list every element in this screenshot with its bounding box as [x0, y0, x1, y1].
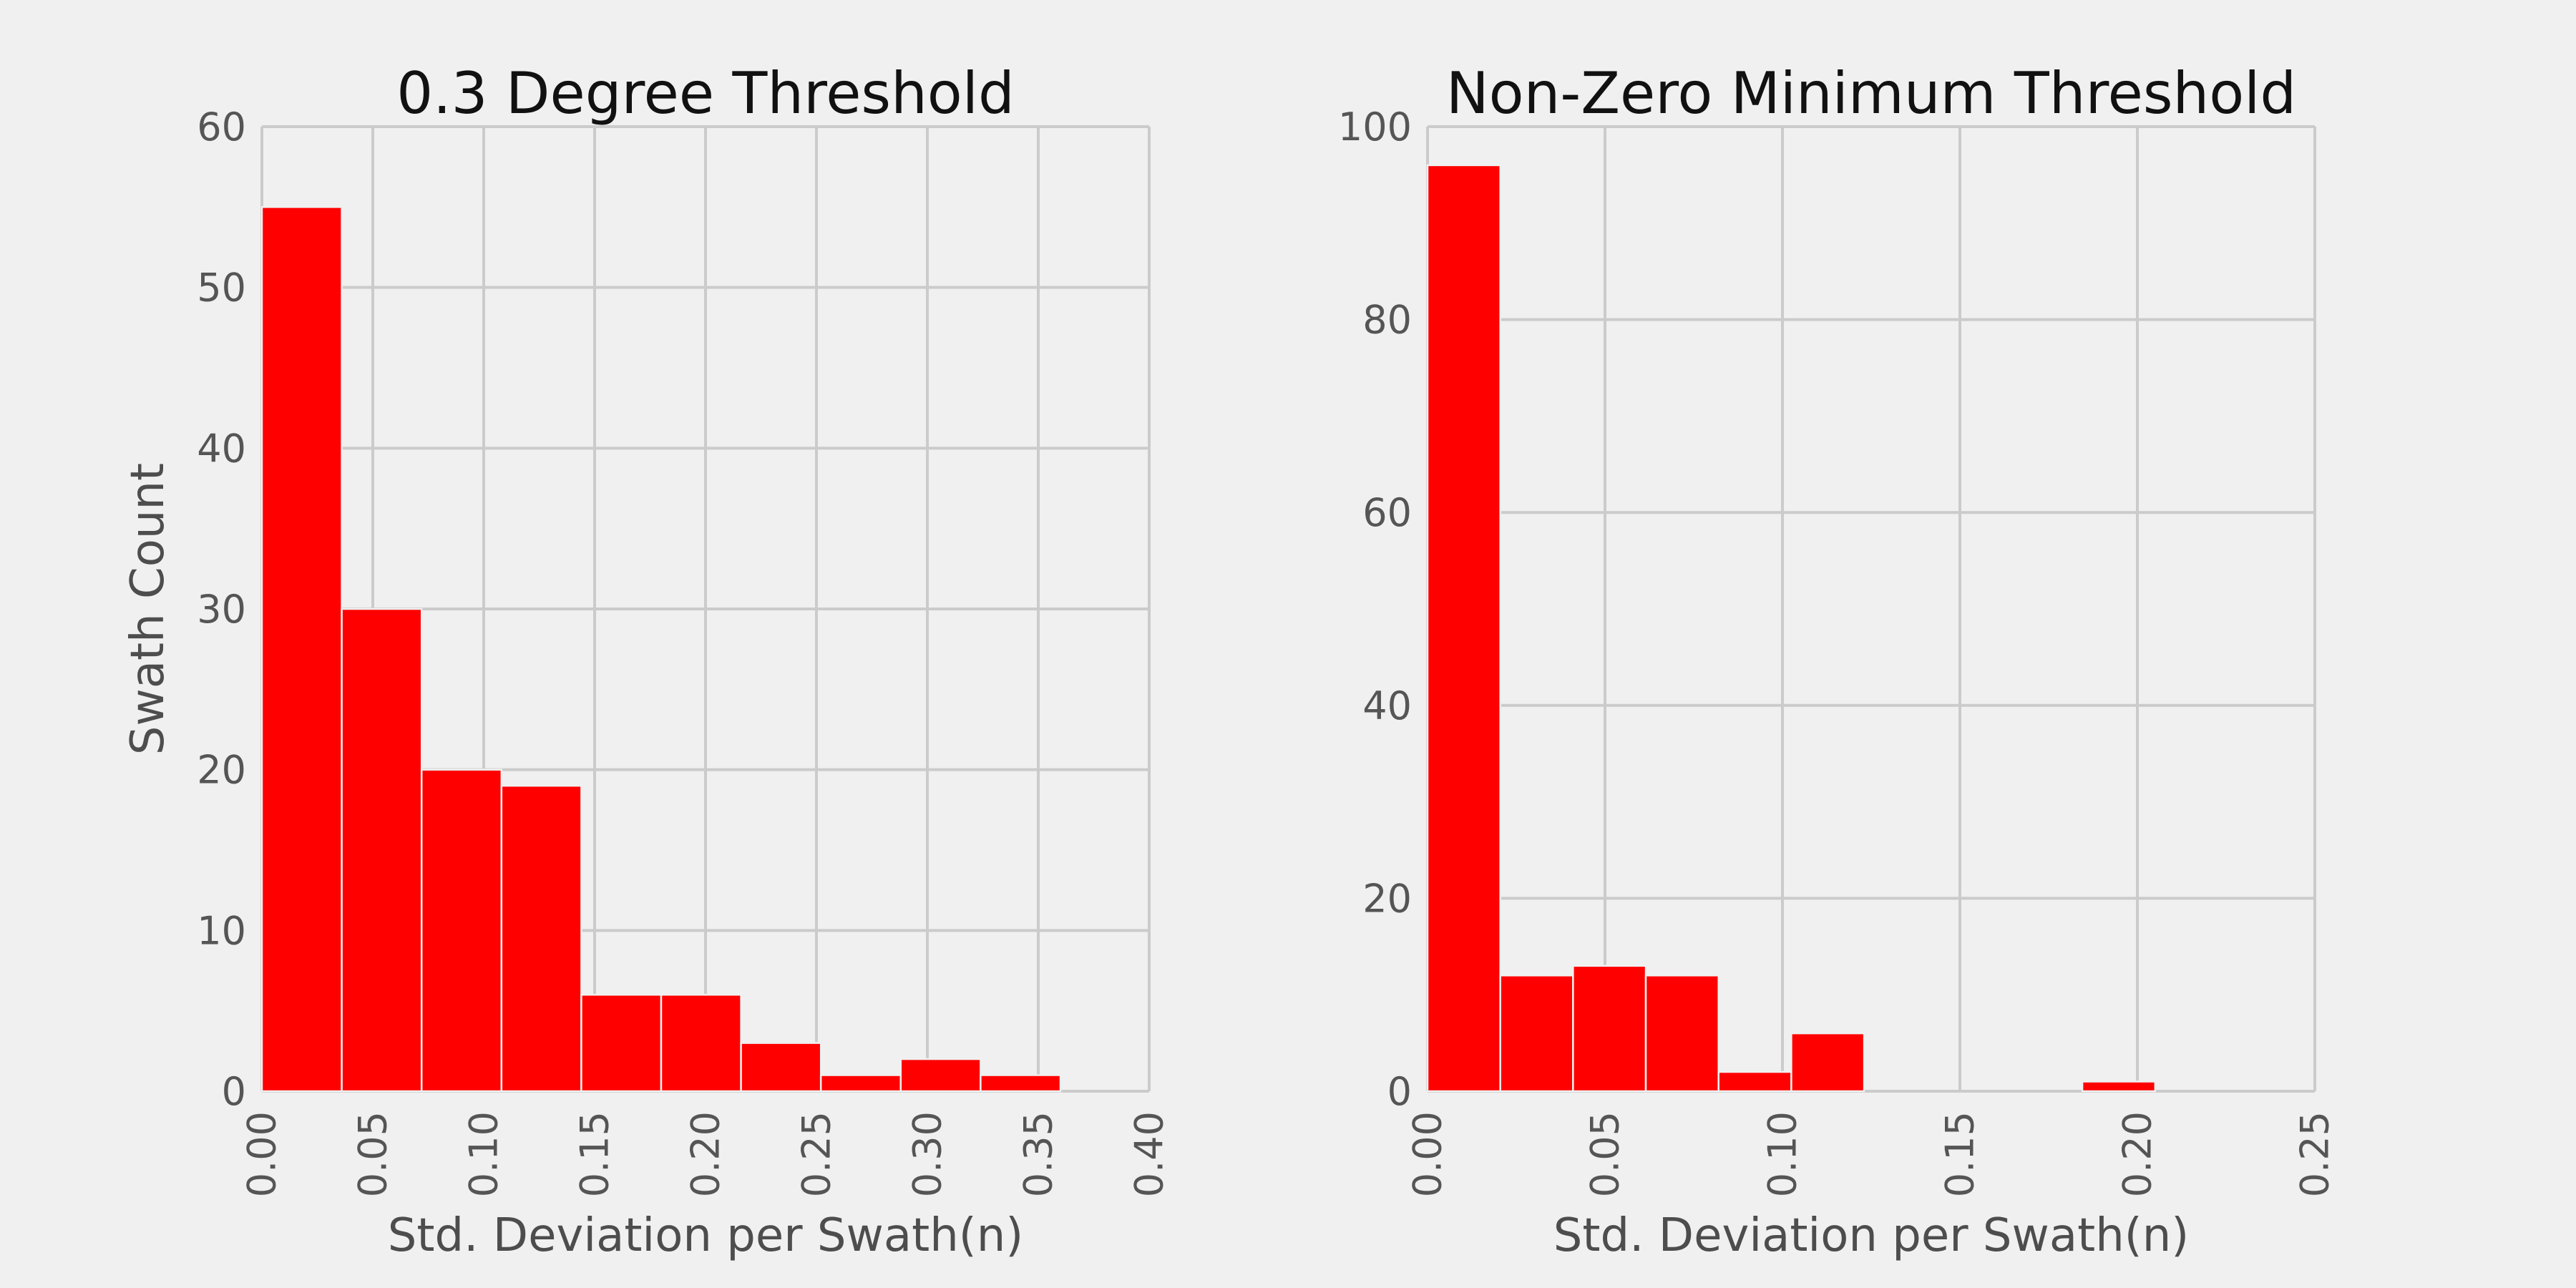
- left-ytick-label: 10: [197, 908, 246, 953]
- right-xtick-label: 0.05: [1583, 1111, 1628, 1197]
- right-histogram-bar: [2081, 1080, 2157, 1093]
- left-ytick-label: 0: [222, 1069, 246, 1114]
- right-histogram-bar: [1572, 965, 1647, 1093]
- right-xtick-label: 0.25: [2293, 1111, 2338, 1197]
- right-ytick-label: 0: [1387, 1069, 1412, 1114]
- right-xtick-label: 0.20: [2115, 1111, 2160, 1197]
- right-histogram-bar: [1644, 974, 1719, 1093]
- left-histogram-bar: [899, 1058, 982, 1093]
- right-ytick-label: 80: [1362, 298, 1412, 343]
- left-xtick-label: 0.40: [1127, 1111, 1172, 1197]
- left-histogram-bar: [420, 769, 503, 1093]
- left-histogram-bar: [819, 1074, 902, 1093]
- left-histogram-bar: [740, 1042, 822, 1093]
- left-subplot: 0 10 20 30 40 50 60 0.00 0.05 0.10 0.15 0.20 0.25 0.3…: [122, 60, 1172, 1262]
- left-chart-title: 0.3 Degree Threshold: [396, 60, 1015, 127]
- left-xtick-label: 0.20: [683, 1111, 728, 1197]
- right-ytick-label: 40: [1362, 683, 1412, 728]
- left-histogram-bar: [660, 993, 742, 1093]
- left-ytick-label: 50: [197, 265, 246, 311]
- left-y-axis-label: Swath Count: [122, 463, 175, 755]
- left-x-axis-label: Std. Deviation per Swath(n): [388, 1209, 1024, 1262]
- right-xtick-label: 0.15: [1938, 1111, 1983, 1197]
- left-xtick-label: 0.05: [351, 1111, 396, 1197]
- left-ytick-label: 20: [197, 748, 246, 793]
- left-ytick-label: 60: [197, 104, 246, 150]
- left-histogram-bar: [500, 784, 582, 1093]
- right-ytick-label: 20: [1362, 876, 1412, 921]
- left-xtick-label: 0.35: [1016, 1111, 1061, 1197]
- left-histogram-bar: [580, 993, 663, 1093]
- left-ytick-label: 30: [197, 587, 246, 632]
- left-xtick-label: 0.25: [794, 1111, 839, 1197]
- right-histogram-bar: [1426, 164, 1501, 1093]
- right-histogram-bar: [1790, 1032, 1865, 1093]
- right-subplot: 0 20 40 60 80 100 0.00 0.05 0.10 0.15 0.20 0.25 Non-…: [1338, 60, 2338, 1262]
- right-xtick-label: 0.10: [1760, 1111, 1805, 1197]
- right-ytick-label: 60: [1362, 490, 1412, 535]
- right-histogram-bar: [1717, 1070, 1792, 1093]
- left-xtick-label: 0.30: [905, 1111, 950, 1197]
- right-xtick-label: 0.00: [1405, 1111, 1450, 1197]
- right-histogram-bar: [1499, 974, 1574, 1093]
- left-xtick-label: 0.15: [572, 1111, 618, 1197]
- left-ytick-label: 40: [197, 426, 246, 471]
- right-ytick-label: 100: [1338, 104, 1412, 150]
- left-xtick-label: 0.00: [240, 1111, 285, 1197]
- left-xtick-label: 0.10: [462, 1111, 507, 1197]
- left-histogram-bar: [980, 1074, 1062, 1093]
- right-x-axis-label: Std. Deviation per Swath(n): [1553, 1209, 2190, 1262]
- right-chart-title: Non-Zero Minimum Threshold: [1446, 60, 2296, 127]
- left-histogram-bar: [341, 608, 423, 1093]
- left-histogram-bar: [260, 206, 343, 1093]
